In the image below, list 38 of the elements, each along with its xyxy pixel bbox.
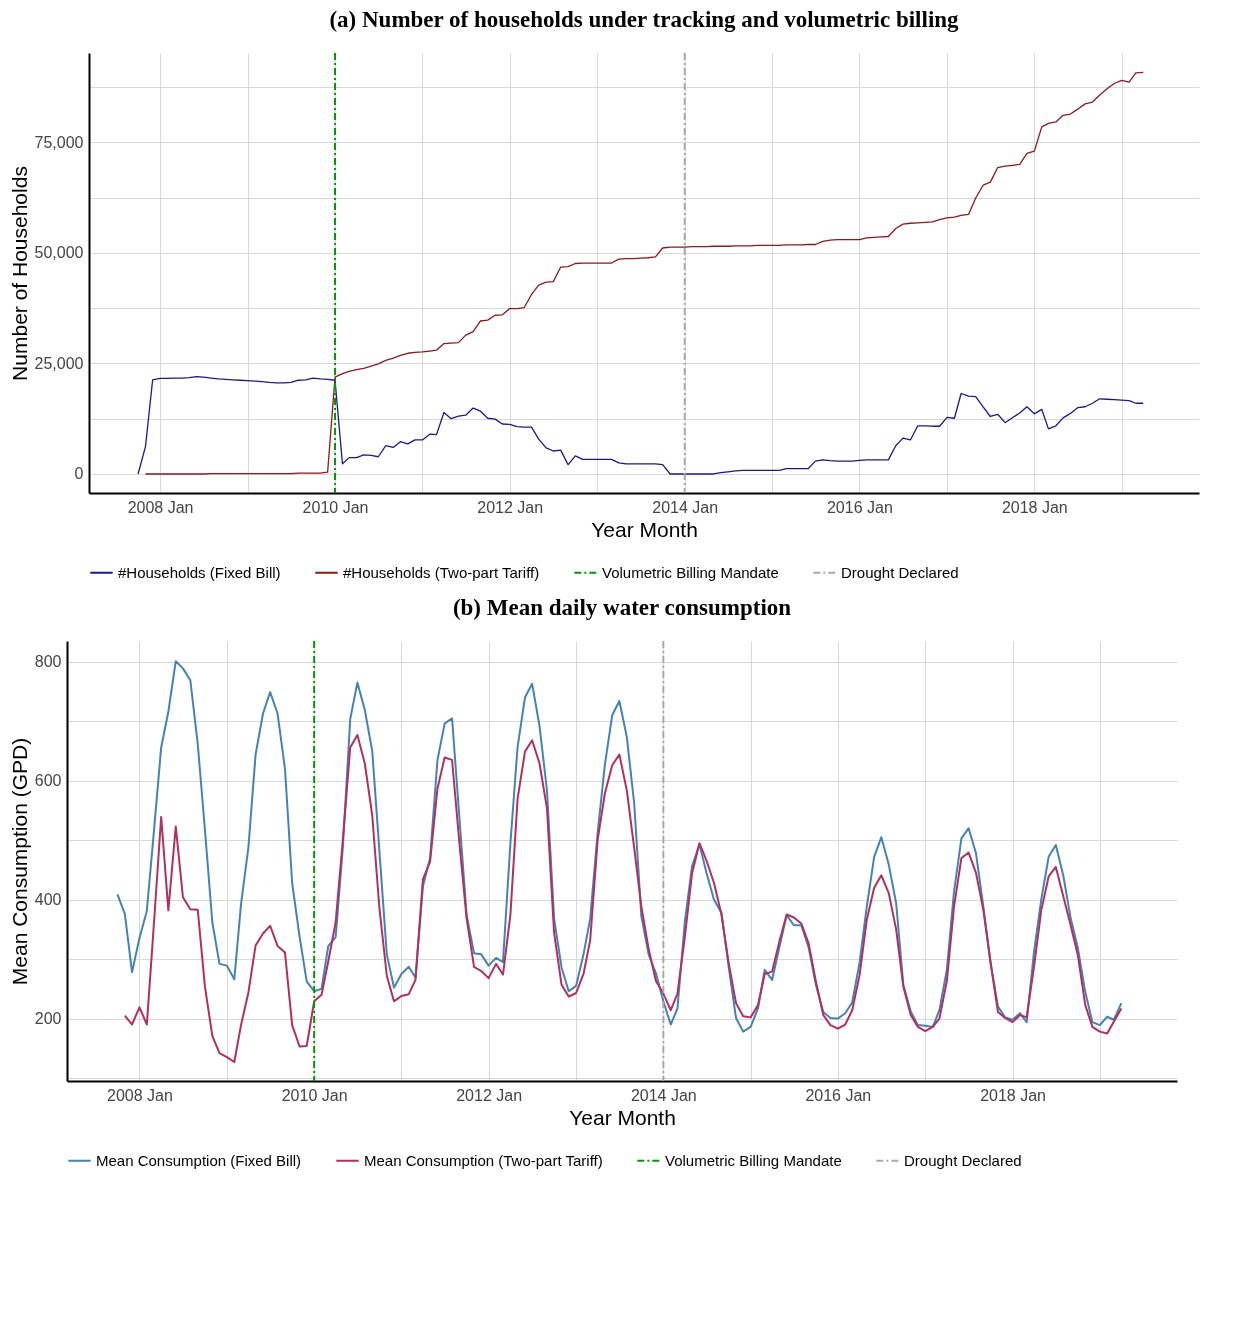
legend-label: Drought Declared: [904, 1151, 1022, 1169]
chart-title: (b) Mean daily water consumption: [452, 595, 792, 620]
x-tick-label: 2012 Jan: [477, 498, 544, 516]
y-tick-label: 800: [34, 653, 62, 671]
y-tick-label: 400: [34, 891, 62, 909]
x-tick-label: 2008 Jan: [127, 498, 194, 516]
legend-label: Drought Declared: [841, 563, 959, 581]
legend-label: Volumetric Billing Mandate: [665, 1151, 842, 1169]
x-axis-title: Year Month: [569, 1105, 676, 1129]
x-tick-label: 2010 Jan: [281, 1086, 348, 1104]
y-tick-label: 600: [34, 772, 62, 790]
x-axis-title: Year Month: [591, 517, 698, 541]
chart-title: (a) Number of households under tracking and volumetric billing: [329, 7, 960, 32]
legend-label: #Households (Fixed Bill): [118, 563, 281, 581]
x-tick-label: 2012 Jan: [456, 1086, 523, 1104]
line-series: [144, 71, 1144, 475]
x-tick-label: 2016 Jan: [805, 1086, 872, 1104]
x-tick-label: 2010 Jan: [302, 498, 369, 516]
line-series: [123, 733, 1123, 1063]
y-tick-label: 0: [74, 465, 84, 483]
x-tick-label: 2018 Jan: [1001, 498, 1068, 516]
line-series: [116, 660, 1123, 1033]
x-tick-label: 2014 Jan: [630, 1086, 697, 1104]
legend-label: Mean Consumption (Fixed Bill): [96, 1151, 302, 1169]
y-axis-title: Mean Consumption (GPD): [7, 737, 31, 986]
y-tick-label: 200: [34, 1010, 62, 1028]
y-tick-label: 50,000: [34, 244, 84, 262]
legend-label: Volumetric Billing Mandate: [602, 563, 779, 581]
y-tick-label: 75,000: [34, 133, 84, 151]
x-tick-label: 2016 Jan: [826, 498, 893, 516]
x-tick-label: 2014 Jan: [652, 498, 719, 516]
legend-label: Mean Consumption (Two-part Tariff): [364, 1151, 603, 1169]
x-tick-label: 2018 Jan: [980, 1086, 1046, 1104]
y-tick-label: 25,000: [34, 354, 84, 372]
legend-label: #Households (Two-part Tariff): [343, 563, 540, 581]
x-tick-label: 2008 Jan: [107, 1086, 173, 1104]
y-axis-title: Number of Households: [7, 166, 31, 381]
line-series: [137, 376, 1144, 475]
